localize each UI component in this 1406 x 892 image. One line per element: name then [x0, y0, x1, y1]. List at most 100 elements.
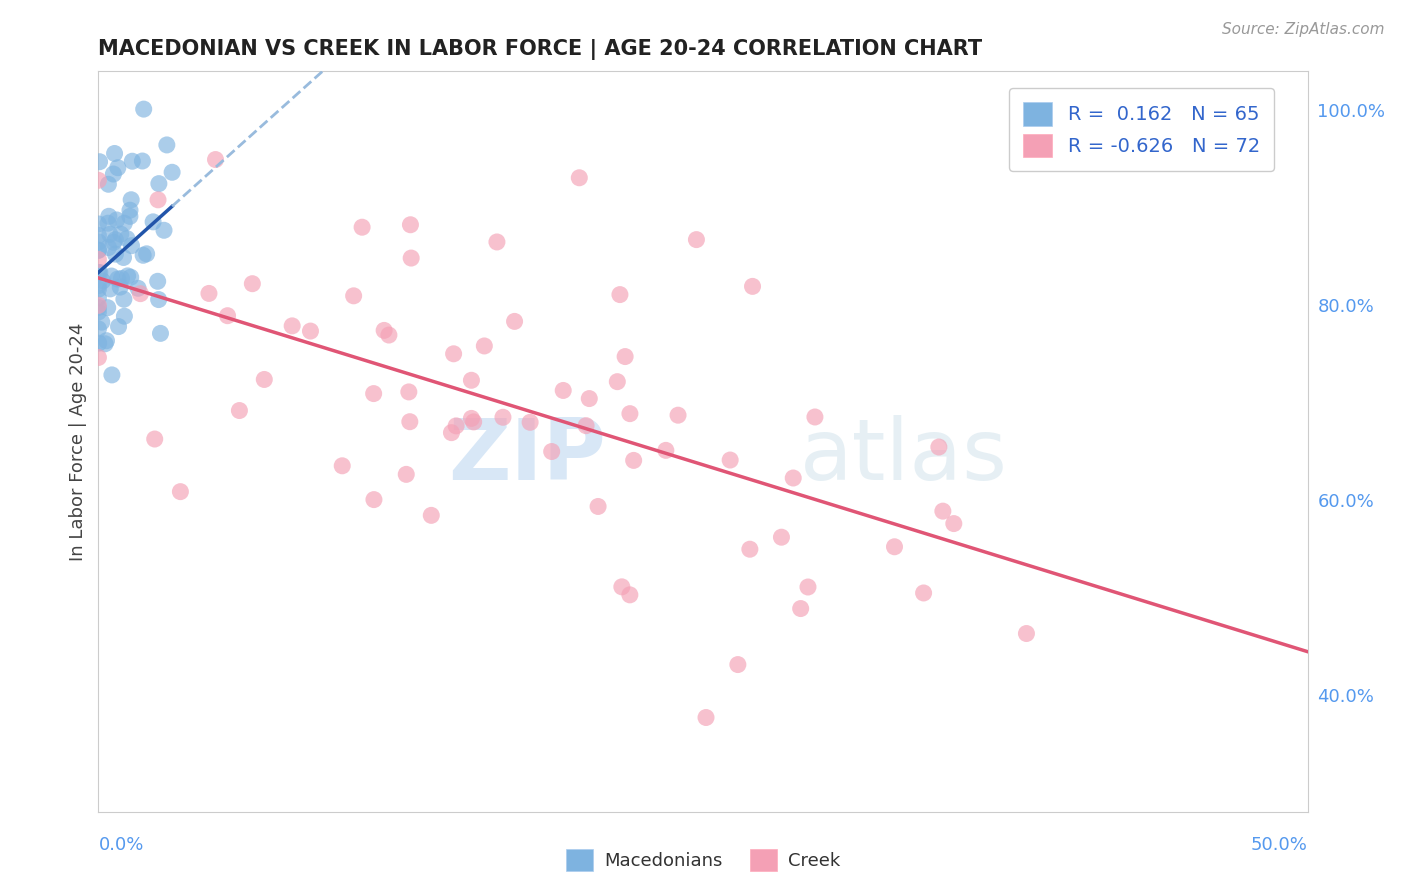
Point: [718, 453, 741, 467]
Point: [87, 266, 110, 280]
Point: [363, 492, 385, 507]
Point: [98, 282, 121, 296]
Point: [942, 516, 965, 531]
Point: [91, 274, 114, 288]
Point: [1015, 626, 1038, 640]
Point: [198, 286, 221, 301]
Point: [399, 251, 422, 265]
Point: [103, 146, 125, 161]
Point: [89, 265, 111, 279]
Point: [460, 411, 482, 425]
Point: [146, 193, 169, 207]
Point: [695, 710, 717, 724]
Text: atlas: atlas: [800, 415, 1008, 498]
Point: [770, 530, 793, 544]
Point: [132, 102, 155, 116]
Point: [103, 235, 125, 250]
Point: [440, 425, 463, 440]
Point: [87, 322, 110, 336]
Point: [614, 350, 637, 364]
Point: [797, 580, 820, 594]
Point: [131, 154, 153, 169]
Point: [87, 336, 110, 351]
Point: [121, 238, 143, 252]
Text: MACEDONIAN VS CREEK IN LABOR FORCE | AGE 20-24 CORRELATION CHART: MACEDONIAN VS CREEK IN LABOR FORCE | AGE…: [98, 38, 983, 60]
Point: [148, 177, 170, 191]
Point: [343, 289, 366, 303]
Point: [492, 410, 515, 425]
Point: [149, 326, 172, 341]
Y-axis label: In Labor Force | Age 20-24: In Labor Force | Age 20-24: [69, 322, 87, 561]
Point: [148, 293, 170, 307]
Point: [568, 170, 591, 185]
Point: [789, 601, 811, 615]
Point: [204, 153, 226, 167]
Point: [623, 453, 645, 467]
Point: [299, 324, 322, 338]
Point: [94, 336, 117, 351]
Point: [228, 403, 250, 417]
Point: [110, 280, 132, 294]
Point: [107, 319, 129, 334]
Point: [112, 251, 135, 265]
Legend: Macedonians, Creek: Macedonians, Creek: [560, 842, 846, 879]
Point: [666, 408, 689, 422]
Text: ZIP: ZIP: [449, 415, 606, 498]
Point: [373, 323, 395, 337]
Point: [460, 373, 482, 387]
Point: [553, 384, 575, 398]
Point: [87, 244, 110, 258]
Point: [610, 580, 633, 594]
Point: [575, 418, 598, 433]
Point: [330, 458, 353, 473]
Point: [87, 173, 110, 187]
Point: [87, 351, 110, 365]
Point: [104, 247, 127, 261]
Point: [398, 384, 420, 399]
Text: Source: ZipAtlas.com: Source: ZipAtlas.com: [1222, 22, 1385, 37]
Point: [115, 232, 138, 246]
Point: [503, 314, 526, 328]
Point: [727, 657, 749, 672]
Point: [586, 500, 609, 514]
Point: [87, 235, 110, 249]
Point: [153, 223, 176, 237]
Point: [97, 209, 120, 223]
Point: [121, 154, 143, 169]
Point: [87, 278, 110, 293]
Point: [472, 339, 495, 353]
Point: [519, 415, 541, 429]
Point: [928, 440, 950, 454]
Point: [443, 347, 465, 361]
Point: [87, 291, 110, 305]
Point: [782, 471, 804, 485]
Point: [420, 508, 443, 523]
Point: [578, 392, 600, 406]
Point: [104, 233, 127, 247]
Point: [352, 220, 374, 235]
Point: [87, 244, 110, 258]
Text: 0.0%: 0.0%: [98, 836, 143, 854]
Point: [741, 279, 763, 293]
Point: [804, 409, 827, 424]
Point: [107, 272, 129, 286]
Point: [103, 167, 125, 181]
Point: [110, 271, 132, 285]
Point: [398, 415, 420, 429]
Point: [118, 203, 141, 218]
Point: [118, 210, 141, 224]
Point: [87, 305, 110, 319]
Point: [101, 368, 124, 382]
Point: [363, 386, 385, 401]
Point: [96, 334, 118, 348]
Point: [912, 586, 935, 600]
Point: [378, 328, 401, 343]
Point: [217, 309, 239, 323]
Point: [107, 161, 129, 175]
Point: [97, 178, 120, 192]
Point: [444, 418, 467, 433]
Point: [105, 213, 128, 227]
Point: [135, 247, 157, 261]
Point: [281, 318, 304, 333]
Point: [932, 504, 955, 518]
